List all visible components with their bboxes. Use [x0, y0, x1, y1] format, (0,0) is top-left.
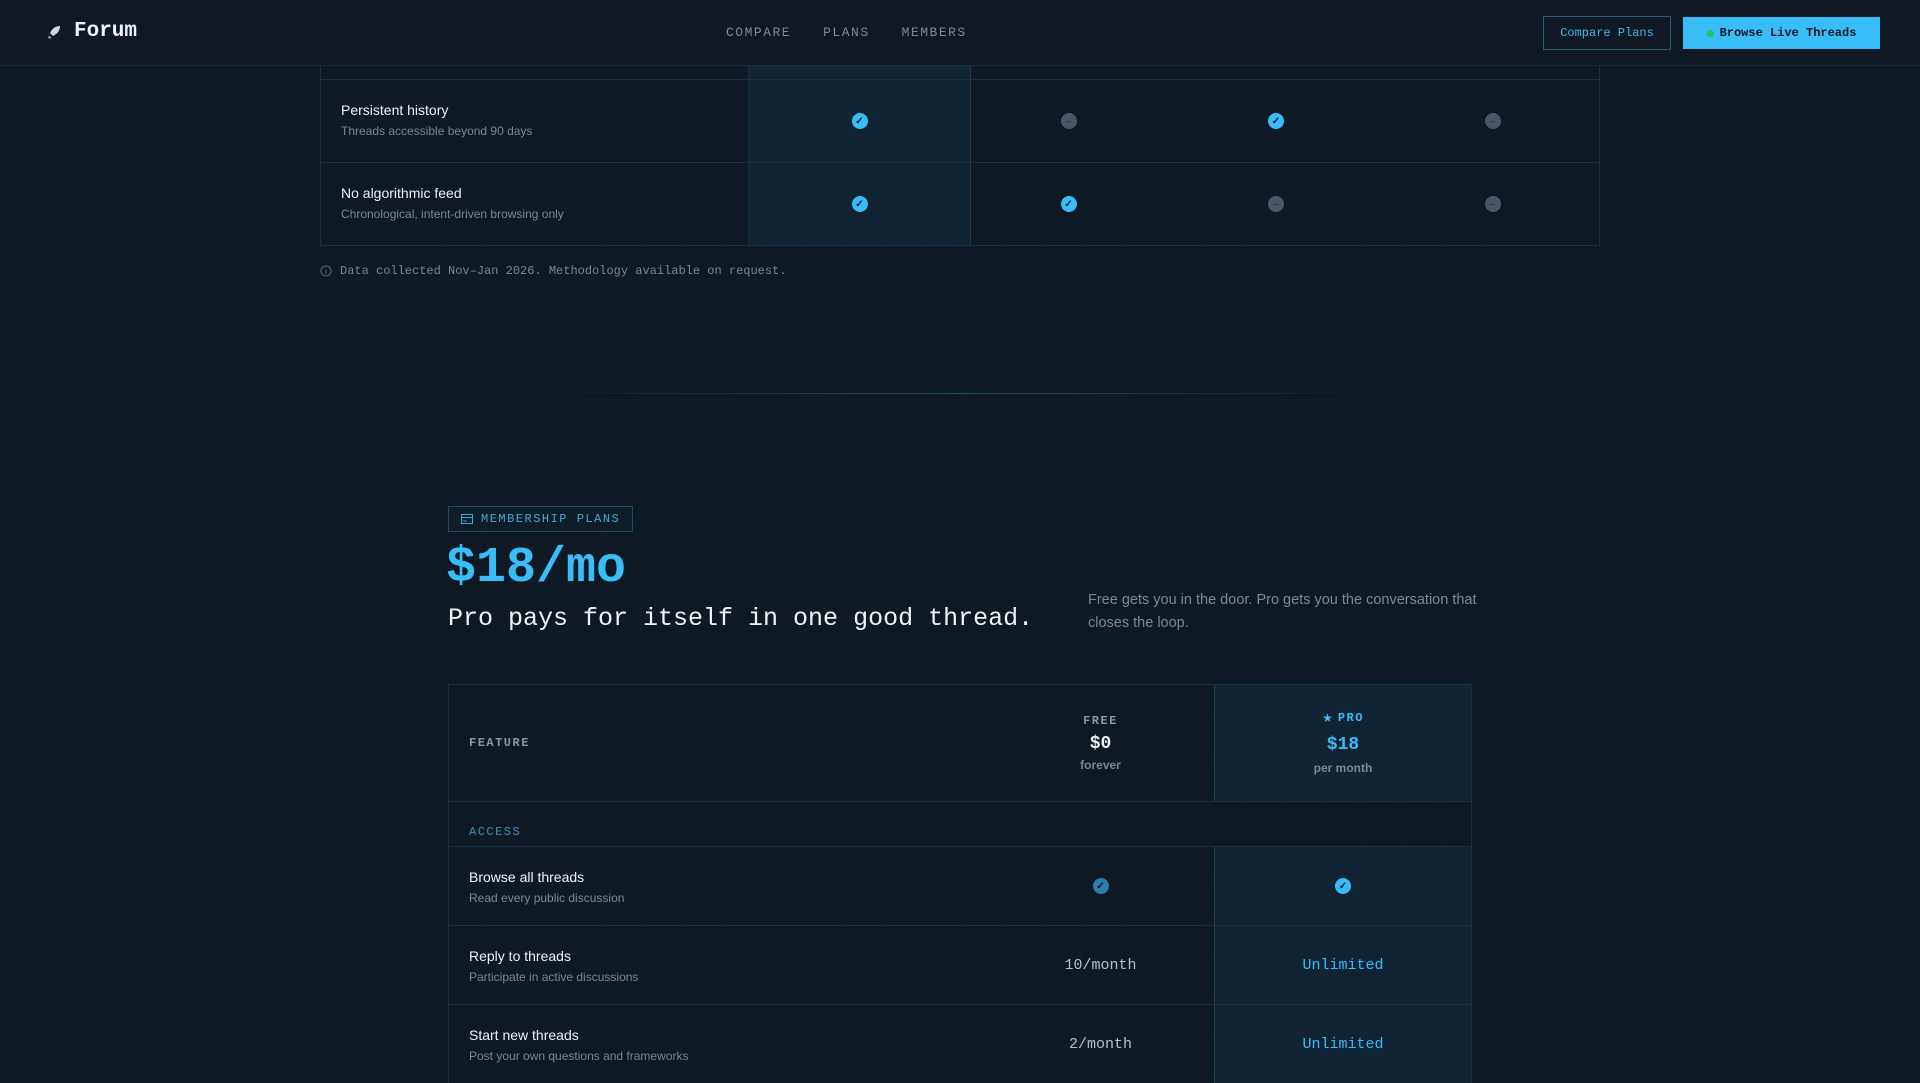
- comparison-cell: ✓: [749, 163, 971, 245]
- pro-value: Unlimited: [1302, 1035, 1384, 1053]
- check-icon: ✓: [1268, 113, 1284, 129]
- check-icon: ✓: [1092, 878, 1109, 894]
- minus-icon: –: [1268, 196, 1284, 212]
- comparison-cell: –: [1386, 163, 1599, 245]
- section-row-access: ACCESS: [449, 801, 1471, 846]
- free-cell: 10/month: [987, 926, 1215, 1004]
- table-row: Browse all threads Read every public disc…: [449, 846, 1471, 925]
- brand-name: Forum: [74, 20, 138, 43]
- minus-icon: –: [1484, 196, 1501, 212]
- table-row: No algorithmic feed Chronological, intent…: [321, 162, 1599, 245]
- feature-desc: Read every public discussion: [469, 891, 625, 905]
- feature-desc: Participate in active discussions: [469, 970, 639, 984]
- check-icon: ✓: [1335, 878, 1351, 894]
- table-row: Start new threads Post your own questions…: [449, 1004, 1471, 1083]
- free-cell: ✓: [987, 847, 1215, 925]
- check-icon: ✓: [1060, 196, 1077, 212]
- plans-description: Free gets you in the door. Pro gets you …: [1088, 592, 1477, 631]
- free-plan-name: FREE: [1083, 714, 1118, 728]
- membership-badge: MEMBERSHIP PLANS: [448, 506, 634, 532]
- feature-header: FEATURE: [469, 736, 530, 750]
- feature-title: Browse all threads: [469, 869, 585, 885]
- section-label: ACCESS: [469, 825, 522, 839]
- section-divider: [530, 393, 1390, 394]
- feature-desc: Post your own questions and frameworks: [469, 1049, 689, 1063]
- feature-cell: Reply to threads Participate in active di…: [449, 926, 987, 1004]
- table-row: Persistent history Threads accessible bey…: [321, 79, 1599, 162]
- minus-icon: –: [1060, 113, 1077, 129]
- top-nav: Forum COMPARE PLANS MEMBERS Compare Plan…: [0, 0, 1920, 66]
- browse-live-threads-button[interactable]: Browse Live Threads: [1683, 17, 1880, 49]
- footnote: Data collected Nov–Jan 2026. Methodology…: [320, 264, 786, 278]
- price-headline: $18/mo: [446, 540, 627, 597]
- comparison-cell: ✓: [749, 80, 971, 162]
- feature-cell: Browse all threads Read every public disc…: [449, 847, 987, 925]
- comparison-cell: –: [1386, 80, 1599, 162]
- tagline: Pro pays for itself in one good thread.: [448, 604, 1034, 633]
- feature-title: Start new threads: [469, 1027, 579, 1043]
- table-row: [321, 66, 1599, 79]
- feature-title: Persistent history: [341, 102, 449, 118]
- comparison-cell: ✓: [1166, 80, 1386, 162]
- feature-title: Reply to threads: [469, 948, 571, 964]
- compare-plans-button[interactable]: Compare Plans: [1543, 16, 1671, 50]
- comparison-cell: –: [971, 80, 1166, 162]
- pro-cell: Unlimited: [1215, 926, 1471, 1004]
- free-cell: 2/month: [987, 1005, 1215, 1083]
- browse-label: Browse Live Threads: [1719, 26, 1857, 40]
- feature-desc: Threads accessible beyond 90 days: [341, 124, 533, 138]
- nav-members[interactable]: MEMBERS: [901, 25, 967, 40]
- pricing-header-row: FEATURE FREE $0 forever ★ PRO $18 per mon…: [449, 685, 1471, 801]
- nav-compare[interactable]: COMPARE: [726, 25, 792, 40]
- info-icon: [320, 265, 332, 277]
- pro-value: Unlimited: [1302, 956, 1384, 974]
- main-nav: COMPARE PLANS MEMBERS: [726, 25, 967, 40]
- free-value: 2/month: [1068, 1035, 1132, 1053]
- check-icon: ✓: [851, 113, 868, 129]
- pricing-table: FEATURE FREE $0 forever ★ PRO $18 per mon…: [448, 684, 1472, 1083]
- minus-icon: –: [1484, 113, 1501, 129]
- free-plan-header: FREE $0 forever: [987, 685, 1215, 801]
- free-plan-period: forever: [1080, 758, 1121, 772]
- pro-plan-period: per month: [1313, 761, 1373, 775]
- card-icon: [461, 514, 473, 524]
- feature-cell: Start new threads Post your own questions…: [449, 1005, 987, 1083]
- comparison-cell: –: [1166, 163, 1386, 245]
- pro-cell: Unlimited: [1215, 1005, 1471, 1083]
- rocket-icon: [47, 25, 60, 39]
- nav-plans[interactable]: PLANS: [823, 25, 870, 40]
- comparison-cell: ✓: [971, 163, 1166, 245]
- live-dot-icon: [1706, 29, 1714, 37]
- brand-logo[interactable]: Forum: [46, 20, 137, 43]
- pro-cell: ✓: [1215, 847, 1471, 925]
- footnote-text: Data collected Nov–Jan 2026. Methodology…: [340, 264, 787, 278]
- check-icon: ✓: [851, 196, 868, 212]
- feature-title: No algorithmic feed: [341, 185, 462, 201]
- free-plan-price: $0: [1089, 734, 1112, 754]
- pro-plan-header: ★ PRO $18 per month: [1215, 685, 1471, 801]
- pro-plan-name: PRO: [1337, 711, 1364, 725]
- free-value: 10/month: [1064, 956, 1137, 974]
- feature-cell: Persistent history Threads accessible bey…: [321, 80, 749, 162]
- star-icon: ★: [1322, 711, 1333, 725]
- badge-label: MEMBERSHIP PLANS: [481, 512, 621, 526]
- pro-plan-price: $18: [1326, 735, 1360, 755]
- feature-desc: Chronological, intent-driven browsing on…: [341, 207, 564, 221]
- table-row: Reply to threads Participate in active di…: [449, 925, 1471, 1004]
- comparison-table: Persistent history Threads accessible bey…: [320, 66, 1600, 246]
- feature-cell: No algorithmic feed Chronological, intent…: [321, 163, 749, 245]
